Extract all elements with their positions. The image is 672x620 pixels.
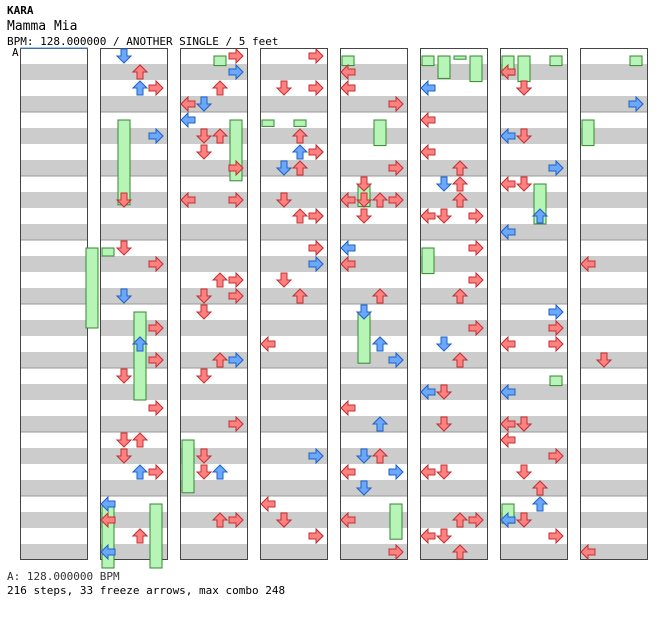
freeze-arrow (374, 120, 386, 146)
beat-band (100, 416, 168, 432)
beat-band (420, 128, 488, 144)
beat-band (20, 96, 88, 112)
freeze-arrow (118, 120, 130, 205)
beat-band (180, 384, 248, 400)
beat-band (260, 320, 328, 336)
beat-band (260, 352, 328, 368)
beat-band (20, 480, 88, 496)
beat-band (580, 160, 648, 176)
beat-band (580, 288, 648, 304)
beat-band (20, 544, 88, 560)
beat-band (20, 224, 88, 240)
beat-band (100, 448, 168, 464)
freeze-arrow (134, 312, 146, 400)
footer-bpm: A: 128.000000 BPM (7, 570, 120, 583)
freeze-arrow (86, 248, 98, 328)
beat-band (20, 352, 88, 368)
beat-band (100, 288, 168, 304)
beat-band (180, 224, 248, 240)
freeze-arrow (422, 56, 434, 66)
beat-band (580, 64, 648, 80)
beat-band (500, 288, 568, 304)
beat-band (580, 352, 648, 368)
freeze-arrow (342, 56, 354, 66)
beat-band (20, 416, 88, 432)
freeze-arrow (150, 504, 162, 568)
freeze-arrow (518, 56, 530, 82)
beat-band (580, 512, 648, 528)
freeze-arrow (262, 120, 274, 126)
beat-band (260, 224, 328, 240)
freeze-arrow (422, 248, 434, 274)
freeze-arrow (214, 56, 226, 66)
beat-band (580, 320, 648, 336)
beat-band (180, 320, 248, 336)
freeze-arrow (630, 56, 642, 66)
beat-band (500, 352, 568, 368)
freeze-arrow (550, 376, 562, 386)
freeze-arrow (550, 56, 562, 66)
freeze-arrow (454, 56, 466, 59)
freeze-arrow (294, 120, 306, 126)
beat-band (100, 480, 168, 496)
footer-stats: 216 steps, 33 freeze arrows, max combo 2… (7, 584, 285, 597)
beat-band (420, 416, 488, 432)
beat-band (20, 256, 88, 272)
beat-band (580, 384, 648, 400)
beat-band (420, 448, 488, 464)
beat-band (20, 320, 88, 336)
beat-band (260, 416, 328, 432)
beat-band (420, 224, 488, 240)
freeze-arrow (102, 248, 114, 256)
beat-band (580, 480, 648, 496)
beat-band (260, 544, 328, 560)
beat-band (260, 480, 328, 496)
beat-band (20, 64, 88, 80)
beat-band (20, 512, 88, 528)
beat-band (100, 160, 168, 176)
freeze-arrow (470, 56, 482, 82)
beat-band (500, 544, 568, 560)
beat-band (20, 192, 88, 208)
beat-band (340, 480, 408, 496)
beat-band (580, 416, 648, 432)
beat-band (100, 192, 168, 208)
beat-band (260, 64, 328, 80)
freeze-arrow (582, 120, 594, 146)
beat-band (580, 448, 648, 464)
beat-band (180, 256, 248, 272)
beat-band (100, 224, 168, 240)
beat-band (20, 384, 88, 400)
beat-band (500, 256, 568, 272)
beat-band (260, 96, 328, 112)
beat-band (340, 224, 408, 240)
beat-band (20, 160, 88, 176)
freeze-arrow (438, 56, 450, 78)
beat-band (20, 288, 88, 304)
beat-band (580, 192, 648, 208)
beat-band (180, 544, 248, 560)
freeze-arrow (390, 504, 402, 539)
beat-band (100, 96, 168, 112)
beat-band (260, 384, 328, 400)
beat-band (340, 320, 408, 336)
beat-band (20, 448, 88, 464)
beat-band (420, 96, 488, 112)
beat-band (420, 480, 488, 496)
beat-band (340, 384, 408, 400)
freeze-arrow (182, 440, 194, 493)
beat-band (260, 512, 328, 528)
beat-band (580, 224, 648, 240)
beat-band (260, 192, 328, 208)
beat-band (500, 96, 568, 112)
beat-band (20, 128, 88, 144)
